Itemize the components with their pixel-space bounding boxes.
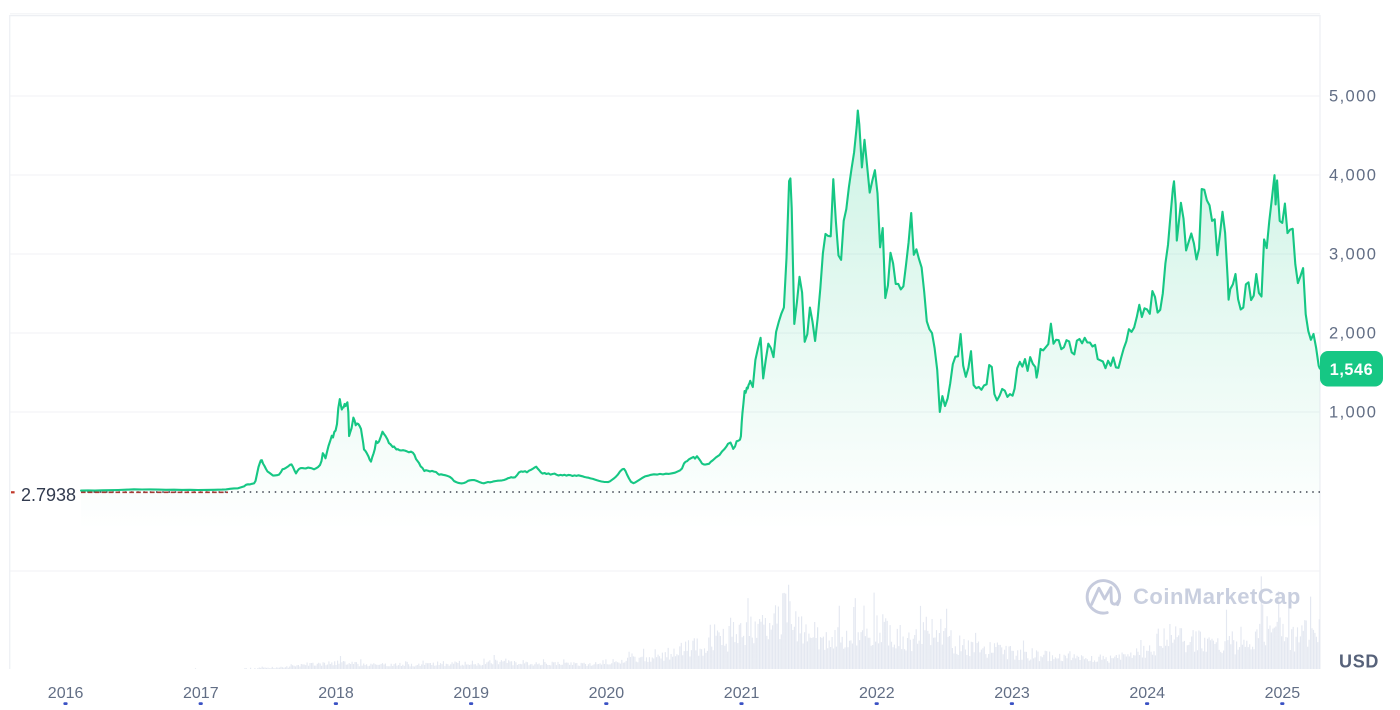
svg-text:2017: 2017 <box>183 685 219 702</box>
svg-text:3,000: 3,000 <box>1329 246 1377 264</box>
svg-text:2018: 2018 <box>318 685 354 702</box>
svg-text:2016: 2016 <box>48 685 84 702</box>
svg-text:2024: 2024 <box>1129 685 1165 702</box>
svg-text:4,000: 4,000 <box>1329 167 1377 185</box>
svg-text:2023: 2023 <box>994 685 1030 702</box>
svg-text:1,000: 1,000 <box>1329 404 1377 422</box>
svg-text:5,000: 5,000 <box>1329 88 1377 106</box>
svg-text:2020: 2020 <box>589 685 625 702</box>
svg-text:2,000: 2,000 <box>1329 325 1377 343</box>
svg-text:2022: 2022 <box>859 685 895 702</box>
svg-text:1,546: 1,546 <box>1330 361 1374 379</box>
svg-text:2.7938: 2.7938 <box>21 485 76 505</box>
svg-text:USD: USD <box>1339 652 1379 672</box>
svg-text:2021: 2021 <box>724 685 760 702</box>
svg-text:2025: 2025 <box>1265 685 1301 702</box>
svg-text:CoinMarketCap: CoinMarketCap <box>1133 584 1301 609</box>
svg-text:2019: 2019 <box>453 685 489 702</box>
